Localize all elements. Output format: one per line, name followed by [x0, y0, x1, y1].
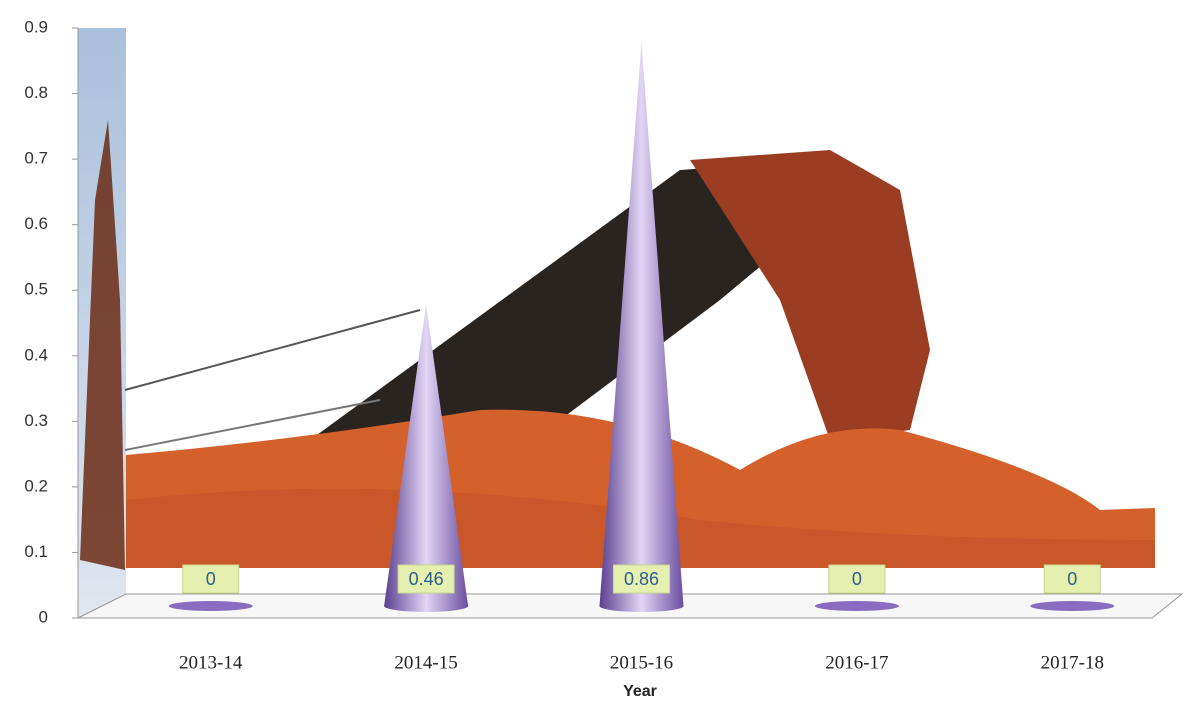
value-label: 0	[206, 569, 216, 589]
y-tick-label: 0.1	[24, 542, 48, 561]
value-label-box	[1043, 564, 1101, 594]
y-tick-label: 0.7	[24, 149, 48, 168]
value-label-box	[828, 564, 886, 594]
y-tick-label: 0.9	[24, 17, 48, 36]
cone	[384, 304, 469, 612]
cone	[814, 601, 899, 611]
x-tick-label: 2013-14	[179, 652, 243, 673]
value-label: 0	[852, 569, 862, 589]
y-tick-label: 0.3	[24, 411, 48, 430]
cone	[168, 601, 253, 611]
value-label: 0	[1067, 569, 1077, 589]
y-tick-label: 0.6	[24, 214, 48, 233]
x-tick-label: 2017-18	[1041, 652, 1104, 673]
y-tick-label: 0.5	[24, 280, 48, 299]
cone	[1030, 601, 1115, 611]
x-tick-label: 2016-17	[825, 652, 888, 673]
value-label: 0.46	[409, 569, 444, 589]
x-tick-label: 2014-15	[394, 652, 457, 673]
value-label: 0.86	[624, 569, 659, 589]
y-tick-label: 0.8	[24, 83, 48, 102]
y-tick-label: 0	[39, 607, 48, 626]
y-tick-label: 0.2	[24, 476, 48, 495]
x-axis-label: Year	[623, 683, 657, 700]
value-label-box	[182, 564, 240, 594]
y-tick-label: 0.4	[24, 345, 48, 364]
value-label-box	[613, 564, 670, 594]
cone	[599, 42, 684, 612]
value-label-box	[397, 564, 455, 594]
x-tick-label: 2015-16	[610, 652, 673, 673]
